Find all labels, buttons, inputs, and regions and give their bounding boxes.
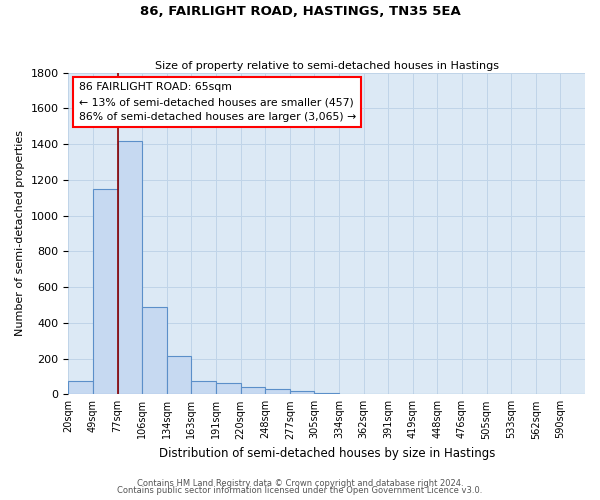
Title: Size of property relative to semi-detached houses in Hastings: Size of property relative to semi-detach…: [155, 60, 499, 70]
Bar: [265, 389, 290, 394]
Y-axis label: Number of semi-detached properties: Number of semi-detached properties: [15, 130, 25, 336]
Bar: [216, 382, 241, 394]
Bar: [93, 189, 118, 394]
Bar: [241, 387, 265, 394]
Text: Contains public sector information licensed under the Open Government Licence v3: Contains public sector information licen…: [118, 486, 482, 495]
Text: 86, FAIRLIGHT ROAD, HASTINGS, TN35 5EA: 86, FAIRLIGHT ROAD, HASTINGS, TN35 5EA: [140, 5, 460, 18]
Bar: [68, 381, 93, 394]
Bar: [118, 140, 142, 394]
Text: Contains HM Land Registry data © Crown copyright and database right 2024.: Contains HM Land Registry data © Crown c…: [137, 478, 463, 488]
Bar: [167, 356, 191, 395]
Bar: [290, 390, 314, 394]
Bar: [314, 392, 339, 394]
X-axis label: Distribution of semi-detached houses by size in Hastings: Distribution of semi-detached houses by …: [158, 447, 495, 460]
Bar: [142, 306, 167, 394]
Bar: [191, 381, 216, 394]
Text: 86 FAIRLIGHT ROAD: 65sqm
← 13% of semi-detached houses are smaller (457)
86% of : 86 FAIRLIGHT ROAD: 65sqm ← 13% of semi-d…: [79, 82, 356, 122]
